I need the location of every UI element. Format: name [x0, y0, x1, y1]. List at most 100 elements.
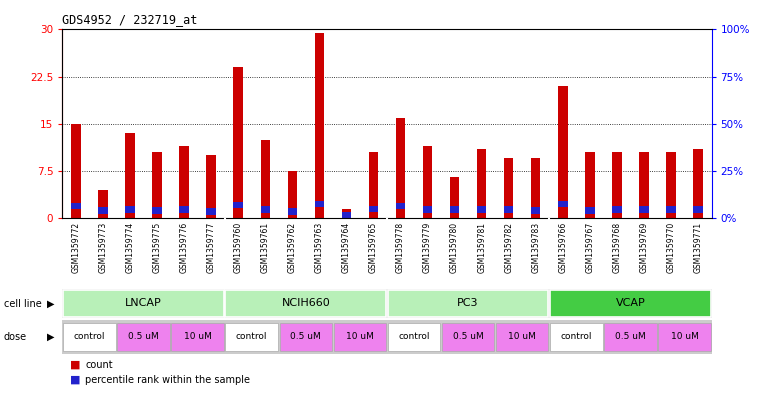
Bar: [206, 208, 216, 215]
Text: cell line: cell line: [4, 299, 42, 309]
Bar: [388, 323, 441, 351]
Bar: [234, 202, 243, 208]
Text: 10 uM: 10 uM: [670, 332, 699, 342]
Text: GSM1359779: GSM1359779: [423, 222, 432, 273]
Bar: [504, 158, 514, 218]
Bar: [550, 290, 711, 317]
Bar: [396, 118, 405, 218]
Bar: [126, 133, 135, 218]
Bar: [180, 206, 189, 213]
Bar: [260, 140, 270, 218]
Bar: [585, 208, 594, 214]
Bar: [388, 290, 549, 317]
Bar: [98, 208, 108, 214]
Bar: [180, 146, 189, 218]
Bar: [234, 67, 243, 218]
Bar: [604, 323, 657, 351]
Bar: [666, 152, 676, 218]
Bar: [288, 171, 297, 218]
Bar: [496, 323, 549, 351]
Text: 0.5 uM: 0.5 uM: [291, 332, 321, 342]
Text: GSM1359763: GSM1359763: [315, 222, 324, 273]
Text: GSM1359768: GSM1359768: [613, 222, 622, 273]
Bar: [639, 206, 648, 213]
Bar: [72, 124, 81, 218]
Text: GSM1359769: GSM1359769: [639, 222, 648, 273]
Text: 0.5 uM: 0.5 uM: [453, 332, 483, 342]
Text: 10 uM: 10 uM: [183, 332, 212, 342]
Bar: [63, 323, 116, 351]
Bar: [531, 208, 540, 214]
Text: ▶: ▶: [47, 299, 55, 309]
Text: GSM1359775: GSM1359775: [152, 222, 161, 273]
Bar: [504, 206, 514, 213]
Bar: [396, 203, 405, 209]
Bar: [693, 206, 702, 213]
Bar: [72, 203, 81, 209]
Text: 10 uM: 10 uM: [508, 332, 537, 342]
Text: GSM1359762: GSM1359762: [288, 222, 297, 273]
Bar: [333, 323, 386, 351]
Bar: [288, 208, 297, 215]
Bar: [558, 86, 568, 218]
Bar: [63, 290, 224, 317]
Text: ▶: ▶: [47, 332, 55, 342]
Bar: [152, 208, 162, 214]
Text: 0.5 uM: 0.5 uM: [615, 332, 646, 342]
Text: GSM1359773: GSM1359773: [98, 222, 107, 273]
Bar: [612, 206, 622, 213]
Text: VCAP: VCAP: [616, 298, 645, 308]
Bar: [260, 206, 270, 213]
Bar: [550, 323, 603, 351]
Text: PC3: PC3: [457, 298, 479, 308]
Bar: [279, 323, 332, 351]
Bar: [693, 149, 702, 218]
Bar: [450, 206, 460, 213]
Bar: [342, 209, 351, 218]
Bar: [658, 323, 711, 351]
Text: GSM1359766: GSM1359766: [559, 222, 567, 273]
Bar: [369, 152, 378, 218]
Text: GSM1359767: GSM1359767: [585, 222, 594, 273]
Text: NCIH660: NCIH660: [282, 298, 330, 308]
Text: GSM1359777: GSM1359777: [207, 222, 215, 273]
Bar: [442, 323, 495, 351]
Text: count: count: [85, 360, 113, 370]
Bar: [423, 146, 432, 218]
Text: ■: ■: [70, 375, 81, 385]
Bar: [450, 177, 460, 218]
Bar: [314, 201, 324, 207]
Bar: [225, 323, 278, 351]
Text: ■: ■: [70, 360, 81, 370]
Bar: [369, 206, 378, 212]
Bar: [423, 206, 432, 213]
Text: GSM1359772: GSM1359772: [72, 222, 81, 273]
Text: GSM1359761: GSM1359761: [261, 222, 269, 273]
Bar: [225, 290, 386, 317]
Text: GSM1359783: GSM1359783: [531, 222, 540, 273]
Bar: [314, 33, 324, 218]
Bar: [639, 152, 648, 218]
Bar: [531, 158, 540, 218]
Text: dose: dose: [4, 332, 27, 342]
Bar: [477, 206, 486, 213]
Bar: [558, 201, 568, 207]
Bar: [126, 206, 135, 213]
Text: GSM1359780: GSM1359780: [450, 222, 459, 273]
Text: GSM1359778: GSM1359778: [396, 222, 405, 273]
Bar: [171, 323, 224, 351]
Text: GSM1359764: GSM1359764: [342, 222, 351, 273]
Text: control: control: [398, 332, 430, 342]
Text: GSM1359771: GSM1359771: [693, 222, 702, 273]
Text: control: control: [236, 332, 267, 342]
Text: GSM1359765: GSM1359765: [369, 222, 378, 273]
Text: GSM1359774: GSM1359774: [126, 222, 135, 273]
Text: 0.5 uM: 0.5 uM: [128, 332, 159, 342]
Bar: [98, 190, 108, 218]
Text: GSM1359776: GSM1359776: [180, 222, 189, 273]
Text: percentile rank within the sample: percentile rank within the sample: [85, 375, 250, 385]
Bar: [206, 155, 216, 218]
Bar: [117, 323, 170, 351]
Text: control: control: [561, 332, 592, 342]
Bar: [342, 212, 351, 218]
